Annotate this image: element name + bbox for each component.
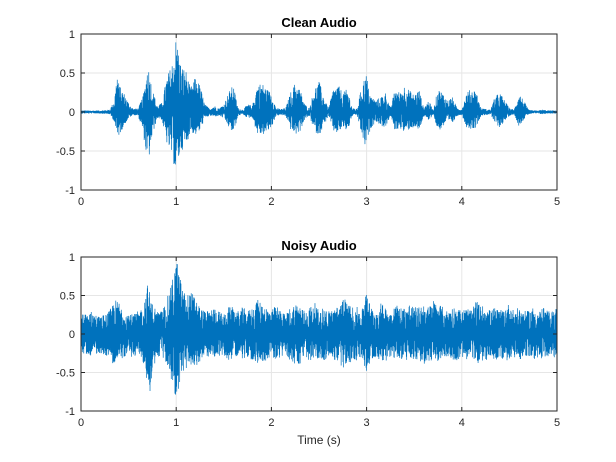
x-tick-label: 0 — [78, 417, 84, 429]
waveform-line — [81, 264, 557, 395]
x-axis-label: Time (s) — [297, 433, 341, 447]
y-tick-label: 0 — [69, 329, 75, 341]
x-tick-label: 3 — [364, 196, 370, 208]
y-tick-label: 0.5 — [60, 68, 75, 80]
x-tick-label: 5 — [554, 417, 560, 429]
x-tick-label: 2 — [268, 196, 274, 208]
x-tick-label: 0 — [78, 196, 84, 208]
waveform-line — [81, 42, 557, 165]
x-tick-label: 1 — [173, 196, 179, 208]
y-tick-label: 0.5 — [60, 291, 75, 303]
chart-0: 0 1 2 3 4 5 -1 -0.5 0 0.5 1 Clean Audio — [56, 15, 560, 208]
y-tick-label: -0.5 — [56, 146, 75, 158]
x-tick-label: 4 — [459, 196, 465, 208]
x-tick-label: 4 — [459, 417, 465, 429]
y-tick-label: -1 — [65, 406, 75, 418]
y-tick-label: 1 — [69, 29, 75, 41]
y-tick-label: -0.5 — [56, 368, 75, 380]
y-tick-label: 0 — [69, 107, 75, 119]
x-tick-label: 1 — [173, 417, 179, 429]
chart-title: Clean Audio — [281, 15, 356, 30]
chart-title: Noisy Audio — [281, 238, 356, 253]
x-tick-label: 3 — [364, 417, 370, 429]
chart-1: 0 1 2 3 4 5 -1 -0.5 0 0.5 1 Noisy Audio Time (s) — [56, 238, 560, 447]
x-tick-label: 5 — [554, 196, 560, 208]
y-tick-label: -1 — [65, 185, 75, 197]
x-tick-label: 2 — [268, 417, 274, 429]
y-tick-label: 1 — [69, 252, 75, 264]
